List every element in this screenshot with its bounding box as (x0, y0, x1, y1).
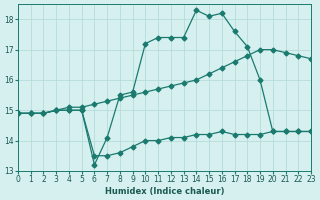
X-axis label: Humidex (Indice chaleur): Humidex (Indice chaleur) (105, 187, 224, 196)
